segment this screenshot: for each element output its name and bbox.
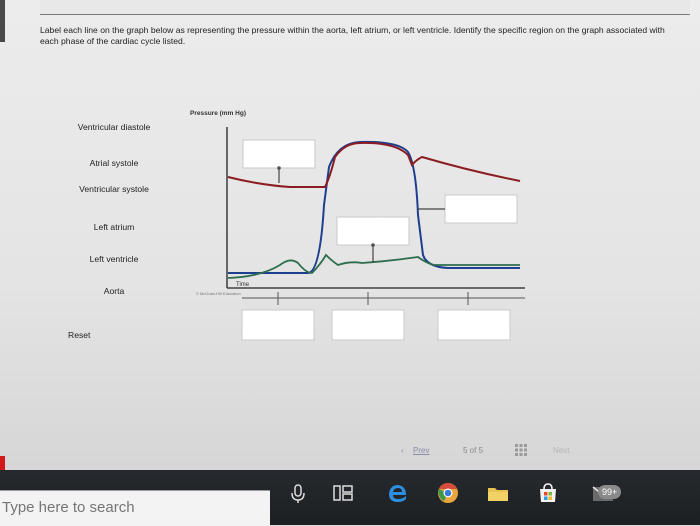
draggable-label-ventricular-diastole[interactable]: Ventricular diastole [77, 122, 151, 132]
notification-badge: 99+ [598, 485, 622, 499]
grid-icon[interactable] [515, 444, 527, 456]
taskbar: 99+ [0, 470, 700, 526]
search-input[interactable] [0, 495, 264, 519]
left-ventricle-line [228, 140, 520, 274]
app-window: Label each line on the graph below as re… [0, 0, 700, 478]
prev-chevron-icon[interactable]: ‹ [401, 446, 404, 455]
drop-box-phase-1[interactable] [241, 309, 315, 341]
edge-browser-icon[interactable] [385, 480, 411, 506]
draggable-label-aorta[interactable]: Aorta [103, 286, 125, 296]
drop-box-right[interactable] [444, 194, 518, 224]
draggable-label-ventricular-systole[interactable]: Ventricular systole [79, 184, 149, 194]
x-axis-label: Time [236, 282, 250, 288]
folder-icon[interactable] [485, 480, 511, 506]
draggable-label-left-atrium[interactable]: Left atrium [93, 222, 135, 232]
taskbar-search[interactable] [0, 490, 270, 526]
copyright-text: © McGraw-Hill Education [196, 291, 241, 296]
instructions-text: Label each line on the graph below as re… [40, 25, 665, 46]
microphone-icon[interactable] [285, 480, 311, 506]
left-atrium-line [227, 253, 520, 279]
prev-button[interactable]: Prev [413, 446, 430, 455]
drop-box-mid[interactable] [336, 216, 410, 246]
aorta-line [227, 141, 521, 188]
top-bar [40, 0, 690, 15]
drop-box-phase-2[interactable] [331, 309, 405, 341]
task-view-icon[interactable] [330, 480, 356, 506]
red-accent-bar [0, 456, 5, 478]
y-axis-label: Pressure (mm Hg) [190, 110, 246, 117]
drop-box-systole-peak[interactable] [242, 139, 316, 169]
store-icon[interactable] [535, 480, 561, 506]
draggable-label-left-ventricle[interactable]: Left ventricle [89, 254, 139, 264]
chrome-icon[interactable] [435, 480, 461, 506]
drop-box-phase-3[interactable] [437, 309, 511, 341]
reset-button[interactable]: Reset [68, 330, 91, 340]
pressure-graph: Pressure (mm Hg) Time © McGraw-Hill Educ… [190, 110, 525, 341]
draggable-label-atrial-systole[interactable]: Atrial systole [89, 158, 139, 168]
left-accent-bar [0, 0, 5, 42]
page-indicator: 5 of 5 [463, 446, 484, 455]
next-button[interactable]: Next [553, 446, 570, 455]
